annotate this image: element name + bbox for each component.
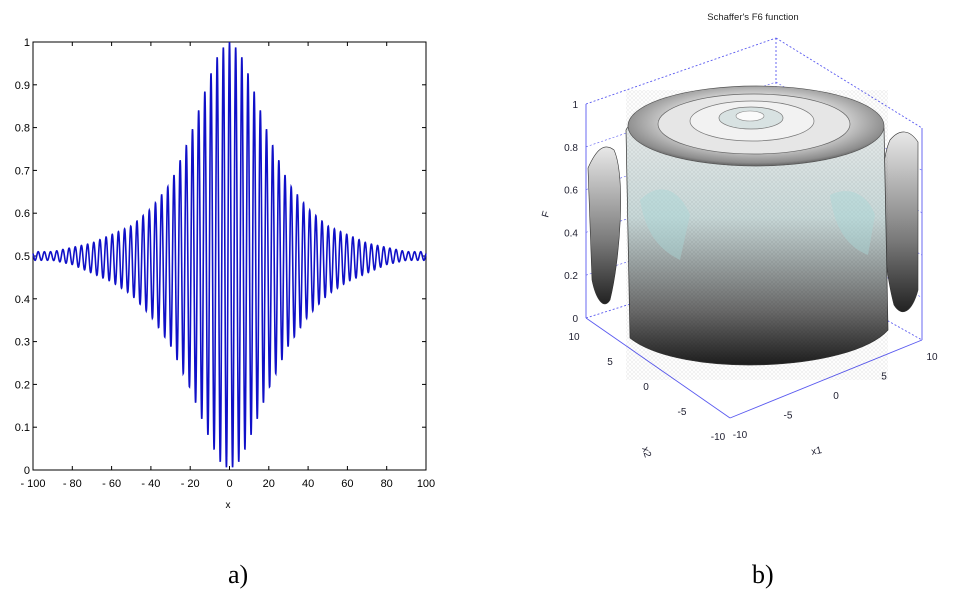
caption-a: a) (228, 560, 249, 589)
surface-peak-left (587, 146, 621, 305)
caption-b: b) (752, 560, 774, 589)
surface-highlight (830, 191, 875, 255)
y-tick-label: 0.7 (15, 165, 30, 177)
x-tick-label: 0 (226, 478, 232, 490)
y-tick-label: 0.3 (15, 337, 30, 349)
chart-b-x-axis-label: x1 (810, 445, 823, 458)
z-tick-label: 0.2 (564, 271, 578, 282)
z-tick-label: 0.8 (564, 143, 578, 154)
z-tick-label: 0 (572, 314, 578, 325)
x-tick-label: 10 (926, 352, 938, 363)
y-tick-label: -5 (678, 407, 687, 418)
chart-b-z-axis-label: F (540, 210, 552, 219)
y-tick-label: 10 (568, 332, 580, 343)
x-tick-label: - 60 (102, 478, 121, 490)
z-tick-label: 0.6 (564, 186, 578, 197)
x-tick-label: 40 (302, 478, 314, 490)
y-tick-label: 0 (643, 382, 649, 393)
surface-highlight (640, 189, 690, 260)
grid-line (585, 213, 777, 276)
y-tick-label: 1 (24, 37, 30, 49)
x-tick-label: 5 (881, 372, 887, 383)
z-tick-label: 0.4 (564, 228, 578, 239)
z-tick-label: 1 (572, 100, 578, 111)
y-tick-label: 0.4 (15, 294, 30, 306)
y-tick-label: -10 (711, 432, 726, 443)
chart-b-tick-labels: 0 0.2 0.4 0.6 0.8 1 10 5 0 -5 -10 -10 -5 0 5 10 (564, 100, 938, 443)
y-tick-label: 0.8 (15, 123, 30, 135)
y-tick-label: 0.1 (15, 422, 30, 434)
series-line (32, 41, 427, 468)
x-tick-label: - 20 (181, 478, 200, 490)
x-tick-label: 20 (263, 478, 275, 490)
y-tick-label: 0.5 (15, 251, 30, 263)
y-tick-label: 0.6 (15, 208, 30, 220)
y-tick-label: 0.2 (15, 379, 30, 391)
chart-b-title: Schaffer's F6 function (707, 12, 798, 23)
chart-a: - 100 - 80 - 60 - 40 - 20 0 20 40 60 80 100 0 0.1 0.2… (15, 37, 435, 511)
x-tick-label: 60 (341, 478, 353, 490)
box-edge (585, 37, 777, 105)
chart-a-x-axis-label: x (226, 500, 231, 511)
surface-center-peak (735, 110, 765, 122)
y-tick-label: 0 (24, 465, 30, 477)
box-edge (775, 37, 923, 129)
chart-b-y-axis-label: x2 (639, 446, 653, 460)
x-tick-label: - 80 (63, 478, 82, 490)
y-tick-label: 5 (607, 357, 613, 368)
chart-b: Schaffer's F6 function 0 0.2 0.4 0.6 0.8 1 10 5… (540, 12, 938, 460)
chart-b-surface (587, 85, 919, 380)
x-tick-label: 100 (417, 478, 435, 490)
x-tick-label: 0 (833, 391, 839, 402)
x-tick-label: -10 (733, 430, 748, 441)
x-tick-label: -5 (784, 411, 793, 422)
chart-a-series (32, 41, 427, 468)
chart-a-tick-labels: - 100 - 80 - 60 - 40 - 20 0 20 40 60 80 100 0 0.1 0.2… (15, 37, 435, 490)
x-tick-label: - 100 (20, 478, 45, 490)
x-tick-label: - 40 (141, 478, 160, 490)
y-tick-label: 0.9 (15, 80, 30, 92)
box-edge (585, 257, 777, 319)
x-tick-label: 80 (381, 478, 393, 490)
